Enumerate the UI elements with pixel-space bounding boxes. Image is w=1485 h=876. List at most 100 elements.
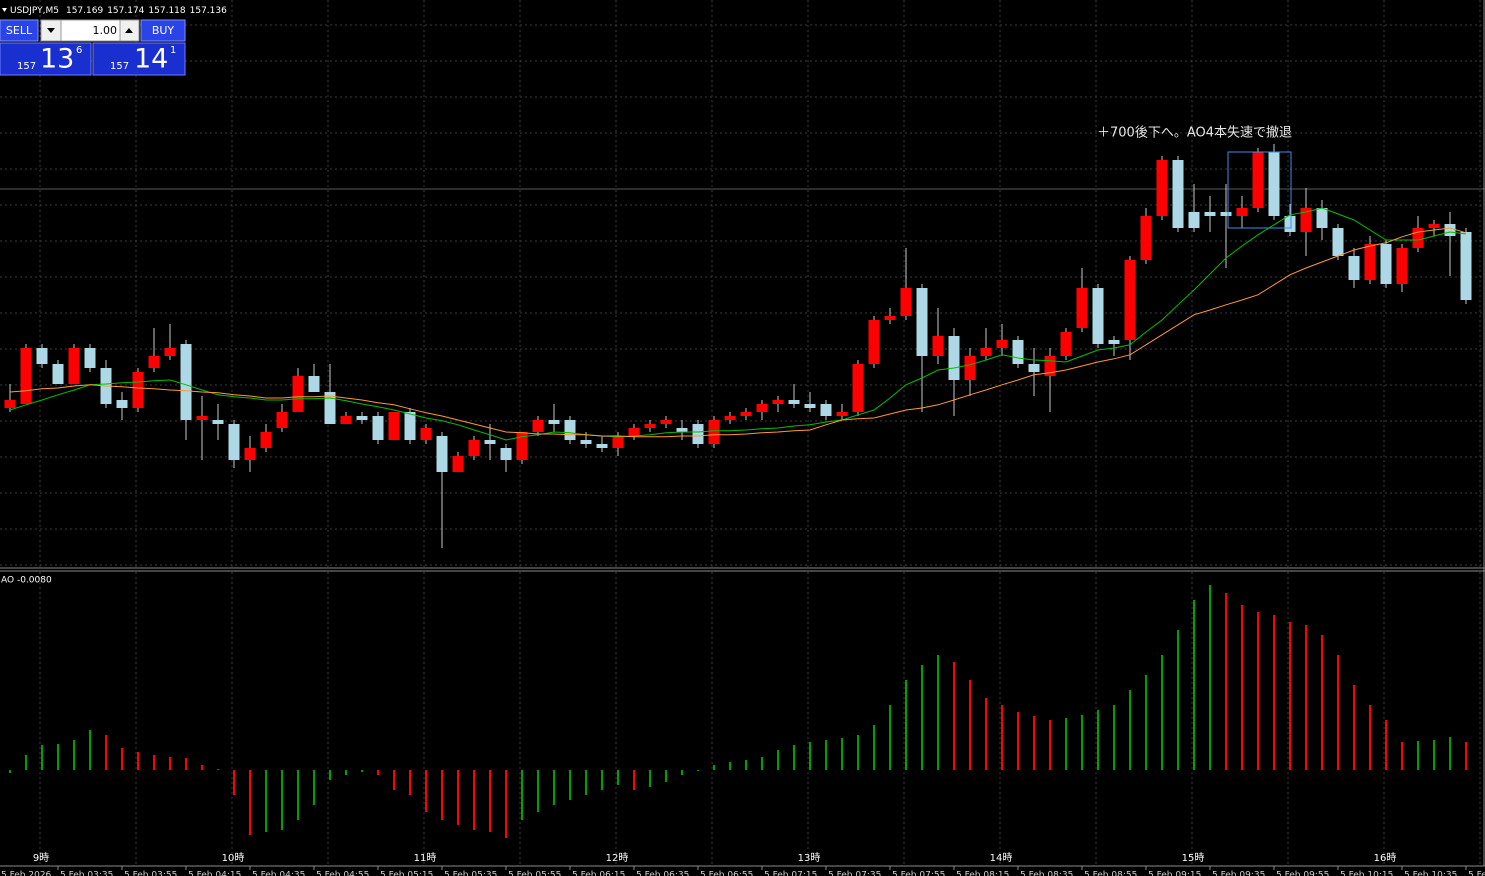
indicator-title: AO -0.0080 [1, 576, 52, 586]
ao-bar [905, 680, 907, 770]
date-label: 5 Feb 04:15 [188, 871, 241, 876]
candle-body [164, 348, 176, 356]
candle-body [1348, 256, 1360, 280]
ao-bar [521, 770, 523, 820]
ao-bar [1113, 705, 1115, 770]
ao-bar [1465, 742, 1467, 770]
up-arrow [125, 28, 133, 33]
ao-bar [601, 770, 603, 790]
candle-body [1444, 224, 1456, 236]
ao-bar [825, 740, 827, 770]
date-label: 5 Feb 09:15 [1148, 871, 1201, 876]
candle-body [1076, 288, 1088, 328]
candle-body [916, 288, 928, 356]
candle-body [1380, 244, 1392, 284]
ao-bar [329, 770, 331, 780]
ao-bar [217, 769, 219, 770]
date-label: 5 Feb 06:35 [636, 871, 689, 876]
bid-fraction: 6 [76, 45, 82, 56]
ao-bar [1257, 612, 1259, 770]
candle-body [484, 440, 496, 444]
time-label: 9時 [33, 852, 49, 864]
candle-body [180, 344, 192, 420]
ao-bar [1385, 720, 1387, 770]
ao-bar [793, 745, 795, 770]
candle-body [468, 440, 480, 456]
candle-body [1252, 152, 1264, 208]
ask-fraction: 1 [170, 45, 176, 56]
sell-button[interactable] [0, 19, 39, 42]
candle-body [84, 348, 96, 368]
candle-body [132, 372, 144, 408]
candle-body [324, 392, 336, 424]
candle-body [404, 412, 416, 440]
ao-bar [1449, 737, 1451, 770]
candle-body [372, 416, 384, 440]
menu-triangle[interactable] [2, 8, 7, 12]
candle-body [260, 432, 272, 448]
candle-body [1156, 160, 1168, 216]
ao-bar [441, 770, 443, 820]
ao-bar [1273, 615, 1275, 770]
date-label: 5 Feb 05:55 [508, 871, 561, 876]
candle-body [1332, 228, 1344, 256]
candle-body [36, 348, 48, 364]
candle-body [116, 400, 128, 408]
sell-label: SELL [6, 24, 33, 37]
ao-bar [41, 745, 43, 770]
candle-body [1460, 232, 1472, 300]
candle-body [228, 424, 240, 460]
ao-bar [841, 738, 843, 770]
ao-bar [665, 770, 667, 782]
time-label: 10時 [222, 852, 245, 864]
ask-pips: 14 [134, 44, 168, 75]
candle-body [1412, 228, 1424, 248]
candle-body [20, 348, 32, 404]
ao-bar [489, 770, 491, 832]
ao-bar [265, 770, 267, 832]
ao-bar [457, 770, 459, 825]
candle-body [1092, 288, 1104, 344]
ao-bar [361, 770, 363, 772]
ao-bar [937, 655, 939, 770]
time-label: 12時 [606, 852, 629, 864]
ao-bar [137, 752, 139, 770]
ao-bar [617, 770, 619, 785]
time-label: 16時 [1374, 852, 1397, 864]
ao-bar [57, 744, 59, 770]
ask-box[interactable] [92, 42, 186, 76]
buy-button[interactable] [140, 19, 186, 42]
date-label: 5 Feb 06:15 [572, 871, 625, 876]
candle-body [500, 448, 512, 460]
ao-bar [1065, 718, 1067, 770]
ao-bar [249, 770, 251, 835]
moving-average [9, 207, 1467, 441]
plot [4, 144, 1472, 838]
ao-bar [201, 765, 203, 770]
quote-open: 157.169 [66, 6, 103, 16]
ao-bar [985, 698, 987, 770]
quote-low: 157.118 [148, 6, 185, 16]
candle-body [660, 420, 672, 424]
candle-body [1284, 216, 1296, 232]
ao-bar [89, 730, 91, 770]
ao-bar [1145, 675, 1147, 770]
candle-body [1108, 340, 1120, 344]
candle-body [612, 436, 624, 448]
ao-bar [569, 770, 571, 800]
ao-bar [873, 725, 875, 770]
candle-body [676, 428, 688, 432]
ao-bar [1305, 625, 1307, 770]
candle-body [548, 420, 560, 424]
ao-bar [1161, 655, 1163, 770]
candle-body [596, 444, 608, 448]
candle-body [68, 348, 80, 384]
ao-bar [1049, 720, 1051, 770]
bid-box[interactable] [0, 42, 92, 76]
candle-body [724, 416, 736, 420]
ao-bar [969, 680, 971, 770]
ao-bar [281, 770, 283, 830]
ao-bar [105, 735, 107, 770]
